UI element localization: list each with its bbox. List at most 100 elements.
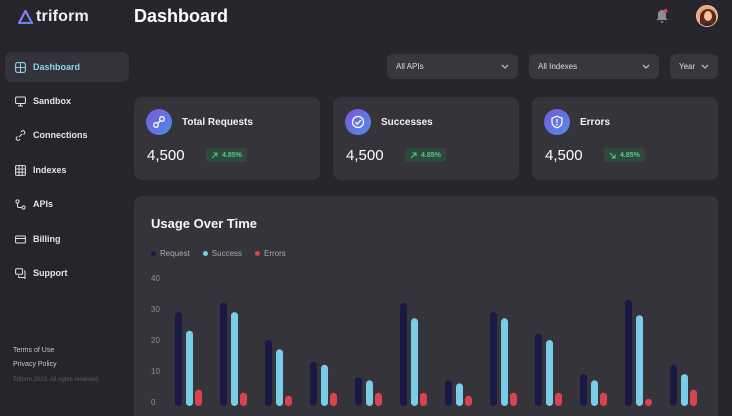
y-tick-label: 10 xyxy=(151,367,160,376)
bar-request[interactable] xyxy=(220,302,227,406)
bar-request[interactable] xyxy=(445,380,452,406)
bar-request[interactable] xyxy=(400,302,407,406)
bar-errors[interactable] xyxy=(600,392,607,406)
legend-request[interactable]: Request xyxy=(151,249,190,258)
page-title: Dashboard xyxy=(134,6,229,26)
notification-bell-icon[interactable] xyxy=(655,8,669,29)
bar-success[interactable] xyxy=(591,380,598,406)
sidebar-item-sandbox[interactable]: Sandbox xyxy=(5,86,129,116)
bar-request[interactable] xyxy=(265,340,272,406)
arrow-up-right-icon xyxy=(410,152,417,158)
copyright-text: Triform 2023. All rights reserved. xyxy=(13,377,100,383)
sidebar-item-apis[interactable]: APIs xyxy=(5,189,129,219)
stat-card-successes: Successes 4,500 4.85% xyxy=(333,97,519,180)
bar-request[interactable] xyxy=(490,312,497,406)
bar-errors[interactable] xyxy=(690,389,697,406)
api-icon xyxy=(14,198,26,210)
monitor-icon xyxy=(14,95,26,107)
usage-bar-chart: 0 10 20 30 40 xyxy=(151,274,697,407)
bar-errors[interactable] xyxy=(510,392,517,406)
bar-request[interactable] xyxy=(580,374,587,406)
chart-legend: Request Success Errors xyxy=(151,249,286,258)
chevron-down-icon xyxy=(701,64,709,69)
sidebar-item-dashboard[interactable]: Dashboard xyxy=(5,52,129,82)
stat-card-title: Total Requests xyxy=(182,117,253,128)
bar-success[interactable] xyxy=(276,349,283,406)
bar-success[interactable] xyxy=(321,364,328,406)
chat-icon xyxy=(14,267,26,279)
period-filter-dropdown[interactable]: Year xyxy=(670,54,718,79)
link-icon xyxy=(146,109,172,135)
user-avatar-icon xyxy=(697,6,717,26)
bar-request[interactable] xyxy=(175,312,182,406)
bar-success[interactable] xyxy=(636,315,643,406)
bar-errors[interactable] xyxy=(330,392,337,406)
change-badge: 4.85% xyxy=(206,148,247,162)
sidebar-item-support[interactable]: Support xyxy=(5,258,129,288)
bar-request[interactable] xyxy=(670,364,677,406)
table-icon xyxy=(14,164,26,176)
change-badge: 4.85% xyxy=(604,148,645,162)
sidebar-item-connections[interactable]: Connections xyxy=(5,120,129,150)
bar-success[interactable] xyxy=(681,374,688,406)
bar-errors[interactable] xyxy=(240,392,247,406)
bar-errors[interactable] xyxy=(420,392,427,406)
bar-success[interactable] xyxy=(231,312,238,406)
apis-filter-value: All APIs xyxy=(396,62,424,71)
triangle-logo-icon xyxy=(18,10,33,24)
sidebar-item-indexes[interactable]: Indexes xyxy=(5,155,129,185)
bar-request[interactable] xyxy=(355,377,362,406)
y-tick-label: 30 xyxy=(151,305,160,314)
stat-card-value: 4,500 xyxy=(545,147,583,164)
bar-success[interactable] xyxy=(456,383,463,406)
sidebar-item-label: APIs xyxy=(33,199,54,209)
legend-errors[interactable]: Errors xyxy=(255,249,286,258)
change-value: 4.85% xyxy=(620,151,640,159)
change-value: 4.85% xyxy=(222,151,242,159)
bar-success[interactable] xyxy=(501,318,508,406)
bar-request[interactable] xyxy=(535,333,542,406)
sidebar-item-billing[interactable]: Billing xyxy=(5,224,129,254)
change-badge: 4.85% xyxy=(405,148,446,162)
legend-success[interactable]: Success xyxy=(202,249,243,258)
app-logo[interactable]: triform xyxy=(18,8,89,26)
chevron-down-icon xyxy=(501,64,509,69)
stat-card-title: Errors xyxy=(580,117,611,128)
bar-errors[interactable] xyxy=(195,389,202,406)
bar-errors[interactable] xyxy=(375,392,382,406)
indexes-filter-dropdown[interactable]: All Indexes xyxy=(529,54,659,79)
stat-card-value: 4,500 xyxy=(346,147,384,164)
apis-filter-dropdown[interactable]: All APIs xyxy=(387,54,518,79)
legend-label: Request xyxy=(160,249,190,258)
link-icon xyxy=(14,129,26,141)
stat-card-value: 4,500 xyxy=(147,147,185,164)
indexes-filter-value: All Indexes xyxy=(538,62,578,71)
sidebar-item-label: Connections xyxy=(33,130,88,140)
legend-label: Success xyxy=(211,249,243,258)
stat-card-title: Successes xyxy=(381,117,433,128)
avatar[interactable] xyxy=(696,5,718,27)
stat-card-total-requests: Total Requests 4,500 4.85% xyxy=(134,97,320,180)
legend-dot xyxy=(151,251,156,256)
change-value: 4.85% xyxy=(421,151,441,159)
bar-errors[interactable] xyxy=(285,395,292,406)
bar-errors[interactable] xyxy=(465,395,472,406)
legend-label: Errors xyxy=(264,249,286,258)
bar-success[interactable] xyxy=(366,380,373,406)
sidebar-item-label: Indexes xyxy=(33,165,67,175)
y-tick-label: 20 xyxy=(151,336,160,345)
bar-request[interactable] xyxy=(310,361,317,406)
bar-errors[interactable] xyxy=(555,392,562,406)
period-filter-value: Year xyxy=(679,62,696,71)
privacy-link[interactable]: Privacy Policy xyxy=(13,361,57,368)
bar-request[interactable] xyxy=(625,299,632,406)
sidebar-item-label: Dashboard xyxy=(33,62,81,72)
bar-success[interactable] xyxy=(186,330,193,406)
bar-errors[interactable] xyxy=(645,398,652,406)
grid-icon xyxy=(14,61,26,73)
bar-success[interactable] xyxy=(546,340,553,406)
bar-success[interactable] xyxy=(411,318,418,406)
terms-link[interactable]: Terms of Use xyxy=(13,347,55,354)
usage-chart-panel: Usage Over Time Request Success Errors 0… xyxy=(134,196,718,416)
check-circle-icon xyxy=(345,109,371,135)
